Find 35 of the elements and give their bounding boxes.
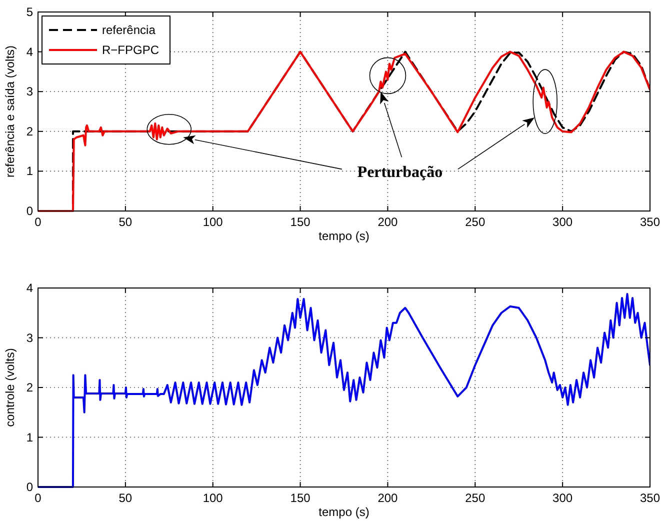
x-tick-label: 350 — [640, 491, 660, 505]
y-axis-title: controle (volts) — [3, 348, 17, 427]
legend-label: R−FPGPC — [102, 43, 160, 57]
x-tick-label: 0 — [34, 491, 42, 505]
y-tick-label: 3 — [26, 330, 34, 345]
x-tick-label: 350 — [640, 215, 660, 229]
x-tick-label: 300 — [552, 491, 573, 505]
x-tick-label: 250 — [465, 215, 486, 229]
y-tick-label: 1 — [26, 430, 34, 444]
y-axis-title: referência e saída (volts) — [3, 45, 17, 178]
y-tick-label: 1 — [26, 164, 34, 178]
y-tick-label: 2 — [26, 380, 34, 394]
y-tick-label: 4 — [26, 281, 34, 295]
x-tick-label: 0 — [34, 215, 42, 229]
y-tick-label: 0 — [26, 480, 34, 494]
x-axis-title: tempo (s) — [318, 229, 370, 243]
x-tick-label: 250 — [465, 491, 486, 505]
line-series — [38, 292, 650, 488]
x-tick-label: 200 — [378, 491, 398, 505]
x-tick-label: 50 — [118, 215, 132, 229]
x-tick-label: 50 — [118, 491, 132, 505]
legend-label: referência — [102, 23, 156, 37]
x-tick-label: 300 — [552, 215, 573, 229]
x-tick-label: 150 — [290, 491, 311, 505]
y-tick-label: 4 — [26, 44, 34, 59]
y-tick-label: 2 — [26, 124, 34, 138]
x-tick-label: 150 — [290, 215, 311, 229]
x-tick-label: 100 — [202, 215, 224, 229]
x-tick-label: 100 — [202, 491, 224, 505]
y-tick-label: 3 — [26, 84, 34, 99]
y-tick-label: 0 — [26, 204, 34, 218]
y-tick-label: 5 — [26, 5, 34, 19]
x-tick-label: 200 — [378, 215, 398, 229]
annotation: Perturbação — [357, 164, 443, 182]
x-axis-title: tempo (s) — [318, 505, 370, 519]
